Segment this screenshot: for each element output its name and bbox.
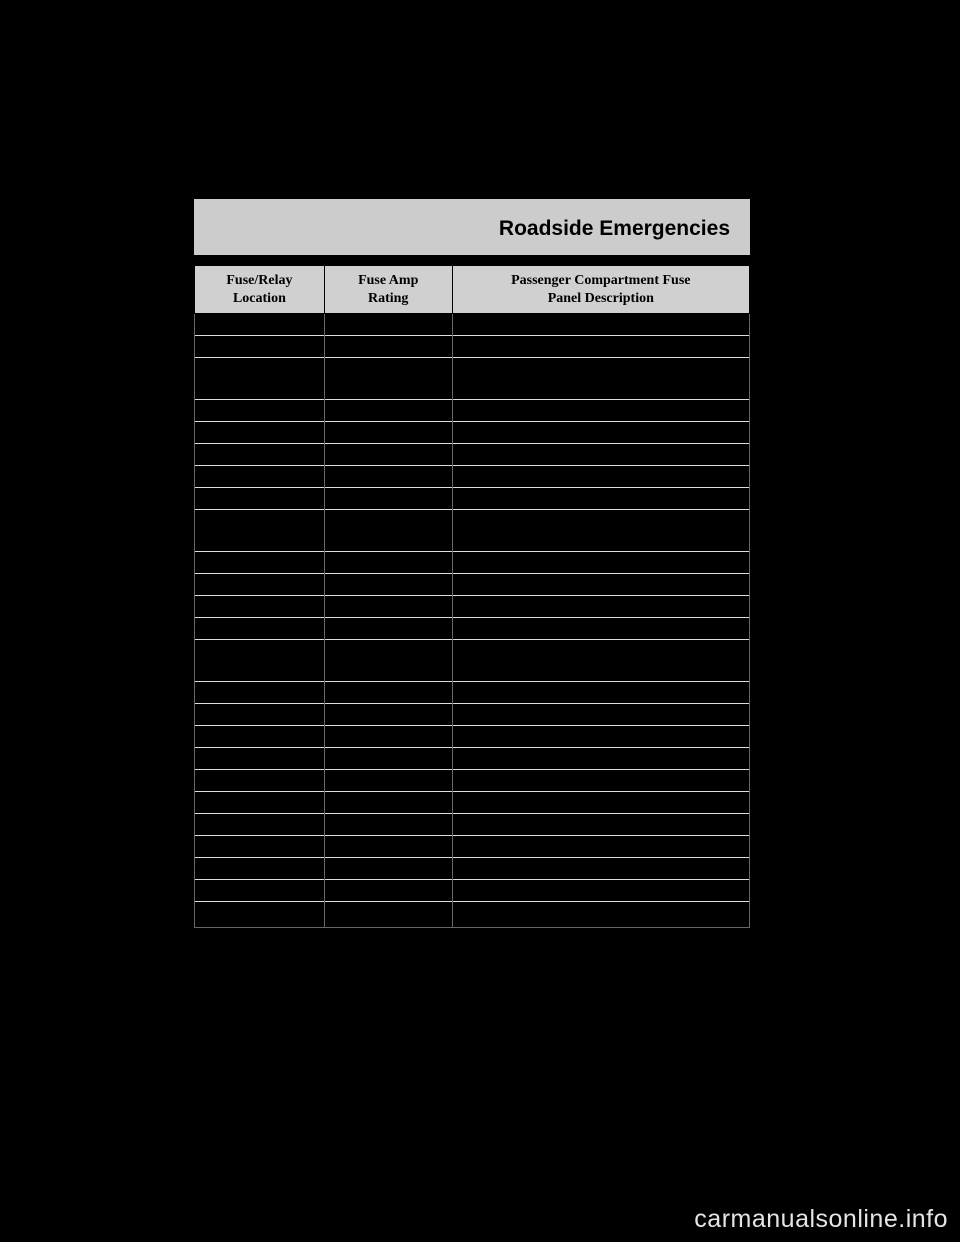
table-body xyxy=(195,314,750,928)
col-header-line: Passenger Compartment Fuse xyxy=(511,273,690,288)
table-row xyxy=(195,682,750,704)
table-header-row: Fuse/Relay Location Fuse Amp Rating Pass… xyxy=(195,266,750,314)
col-header-fuse-relay: Fuse/Relay Location xyxy=(195,266,325,314)
table-row xyxy=(195,770,750,792)
table-row xyxy=(195,726,750,748)
col-header-description: Passenger Compartment Fuse Panel Descrip… xyxy=(452,266,749,314)
table-row xyxy=(195,466,750,488)
col-header-line: Location xyxy=(233,291,286,306)
table-row xyxy=(195,574,750,596)
table-row xyxy=(195,704,750,726)
col-header-line: Rating xyxy=(368,291,408,306)
table-row xyxy=(195,814,750,836)
table-row xyxy=(195,358,750,400)
table-row xyxy=(195,552,750,574)
page-container: Roadside Emergencies Fuse/Relay Location… xyxy=(194,195,750,928)
table-row xyxy=(195,902,750,928)
table-row xyxy=(195,444,750,466)
table-row xyxy=(195,792,750,814)
col-header-line: Fuse/Relay xyxy=(226,273,292,288)
table-row xyxy=(195,314,750,336)
section-title: Roadside Emergencies xyxy=(194,217,730,241)
fuse-table: Fuse/Relay Location Fuse Amp Rating Pass… xyxy=(194,265,750,928)
table-row xyxy=(195,336,750,358)
table-row xyxy=(195,640,750,682)
col-header-line: Fuse Amp xyxy=(358,273,418,288)
table-row xyxy=(195,880,750,902)
table-row xyxy=(195,422,750,444)
table-row xyxy=(195,618,750,640)
table-row xyxy=(195,400,750,422)
table-row xyxy=(195,748,750,770)
col-header-fuse-amp: Fuse Amp Rating xyxy=(324,266,452,314)
table-row xyxy=(195,858,750,880)
table-row xyxy=(195,596,750,618)
table-row xyxy=(195,510,750,552)
table-row xyxy=(195,836,750,858)
watermark-text: carmanualsonline.info xyxy=(694,1205,948,1234)
section-header-band: Roadside Emergencies xyxy=(194,195,750,255)
table-row xyxy=(195,488,750,510)
col-header-line: Panel Description xyxy=(548,291,654,306)
